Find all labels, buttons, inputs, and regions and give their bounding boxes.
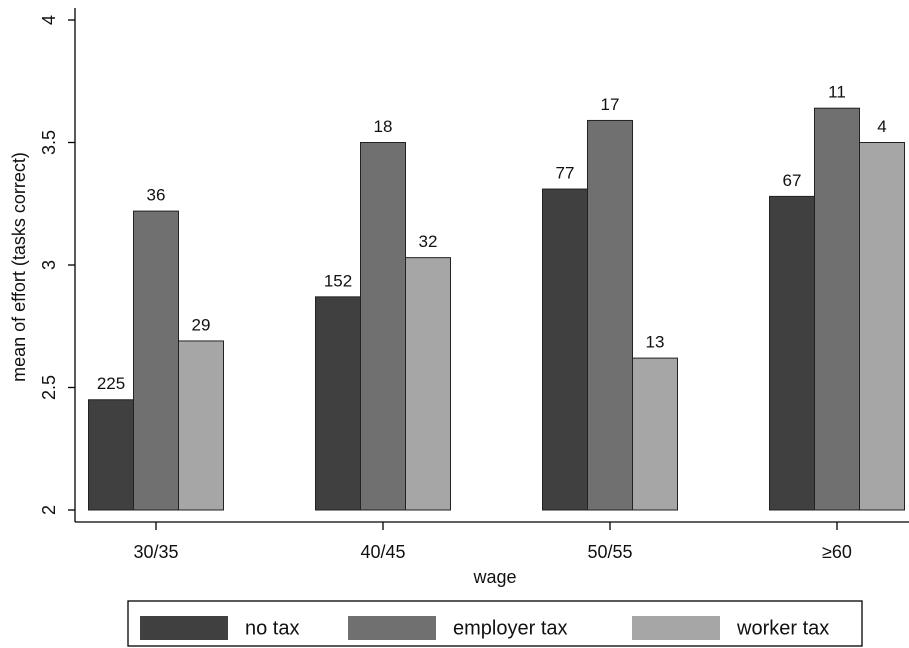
x-tick-label: 30/35 [133, 542, 178, 562]
legend-swatch [348, 616, 436, 640]
legend-label: no tax [245, 617, 299, 639]
legend-swatch [140, 616, 228, 640]
x-axis-label: wage [472, 567, 516, 587]
count-label: 67 [783, 171, 802, 190]
y-tick-label: 2.5 [39, 375, 59, 400]
count-label: 152 [324, 271, 352, 290]
y-tick-label: 3.5 [39, 130, 59, 155]
y-axis-label: mean of effort (tasks correct) [9, 152, 29, 382]
bar [360, 142, 406, 511]
bar [315, 296, 361, 511]
x-tick-label: 40/45 [360, 542, 405, 562]
bar [859, 142, 905, 511]
x-tick-label: ≥60 [822, 542, 852, 562]
bar [542, 188, 588, 511]
legend-swatch [632, 616, 720, 640]
bar [769, 195, 815, 511]
count-label: 36 [147, 186, 166, 205]
count-label: 18 [374, 117, 393, 136]
bar [133, 210, 179, 511]
count-label: 77 [556, 164, 575, 183]
y-tick-label: 2 [39, 505, 59, 515]
bar [88, 399, 134, 511]
y-tick-label: 3 [39, 260, 59, 270]
bar [814, 107, 860, 511]
x-tick-label: 50/55 [587, 542, 632, 562]
y-tick-label: 4 [39, 15, 59, 25]
count-label: 225 [97, 374, 125, 393]
bar [178, 340, 224, 511]
count-label: 29 [192, 315, 211, 334]
legend-label: worker tax [736, 617, 829, 639]
legend [127, 600, 863, 647]
count-label: 17 [601, 95, 620, 114]
legend-label: employer tax [453, 617, 568, 639]
count-label: 13 [646, 333, 665, 352]
bar [632, 357, 678, 511]
count-label: 32 [419, 232, 438, 251]
count-label: 4 [877, 117, 886, 136]
count-label: 11 [828, 83, 846, 102]
bar [405, 257, 451, 511]
bar [587, 119, 633, 511]
